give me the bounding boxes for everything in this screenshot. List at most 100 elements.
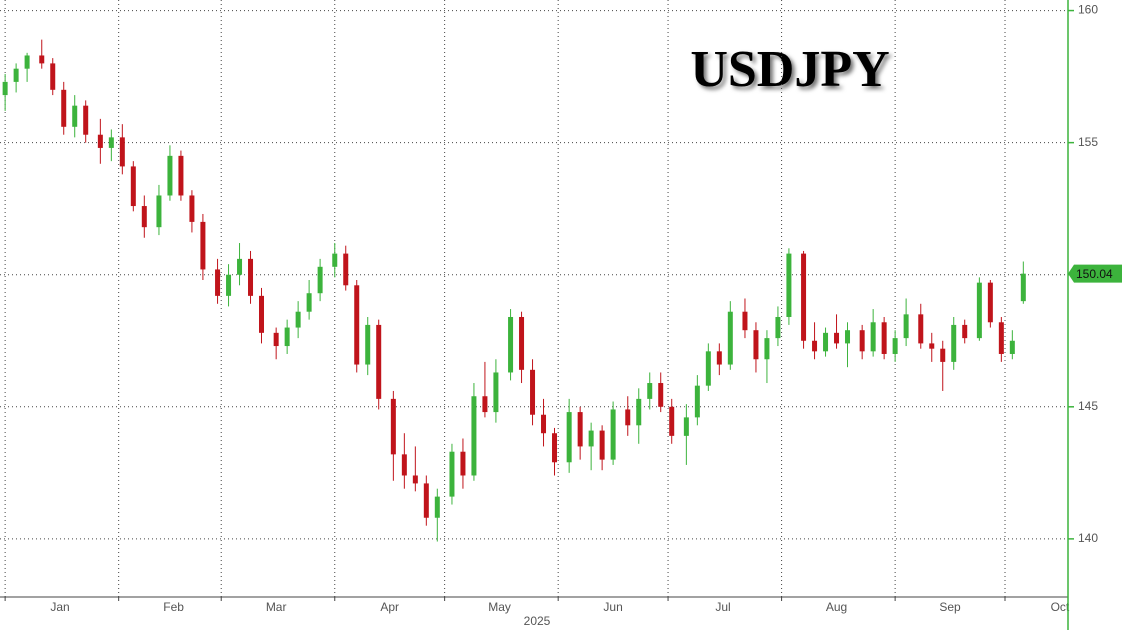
x-tick-label: Sep — [939, 600, 961, 614]
y-tick-label: 145 — [1078, 399, 1098, 413]
candle-body — [1020, 273, 1026, 302]
candle-body — [775, 316, 781, 339]
candle-body — [976, 282, 982, 339]
candle-body — [987, 282, 993, 323]
candle-body — [1009, 340, 1015, 354]
candle-body — [599, 430, 605, 460]
candle-body — [156, 195, 162, 228]
candle-body — [892, 338, 898, 354]
candle-body — [390, 398, 396, 455]
candle-body — [237, 258, 243, 275]
candle-body — [332, 253, 338, 267]
last-price-box — [1068, 264, 1122, 283]
candle-body — [97, 134, 103, 148]
candle-body — [412, 475, 418, 484]
candle-body — [24, 55, 30, 69]
candle-body — [881, 322, 887, 354]
candle-body — [764, 338, 770, 360]
candle-body — [508, 316, 514, 373]
candle-body — [423, 483, 429, 518]
candle-body — [625, 409, 631, 426]
candle-body — [471, 396, 477, 476]
candle-body — [401, 454, 407, 476]
candle-body — [859, 330, 865, 352]
candle-body — [273, 332, 279, 347]
candle-body — [998, 322, 1004, 354]
x-tick-label: Apr — [380, 600, 399, 614]
last-price-label: 150.04 — [1076, 267, 1113, 281]
candle-body — [727, 311, 733, 365]
candle-body — [552, 433, 558, 463]
candle-body — [610, 409, 616, 460]
candle-body — [577, 412, 583, 447]
candle-body — [306, 293, 312, 312]
candle-body — [658, 383, 664, 407]
y-tick-label: 140 — [1078, 531, 1098, 545]
candle-body — [200, 221, 206, 270]
candle-body — [669, 406, 675, 436]
candle-body — [189, 195, 195, 222]
candle-body — [434, 496, 440, 518]
candle-body — [295, 311, 301, 328]
candle-body — [716, 351, 722, 365]
x-tick-label: Feb — [163, 600, 184, 614]
candle-body — [519, 316, 525, 370]
candle-body — [870, 322, 876, 352]
candle-body — [903, 314, 909, 339]
candle-body — [365, 324, 371, 365]
candle-body — [226, 274, 232, 296]
x-axis-label: 2025 — [524, 614, 551, 628]
candle-body — [248, 258, 254, 296]
candle-body — [259, 295, 265, 333]
candle-body — [482, 396, 488, 413]
candle-body — [588, 430, 594, 447]
x-tick-label: Oct — [1051, 600, 1070, 614]
y-tick-label: 160 — [1078, 3, 1098, 17]
candle-body — [742, 311, 748, 331]
chart-title: USDJPY — [690, 41, 889, 98]
y-tick-label: 155 — [1078, 135, 1098, 149]
candle-body — [178, 155, 184, 196]
x-tick-label: Mar — [266, 600, 287, 614]
candle-body — [50, 63, 56, 90]
candle-body — [962, 324, 968, 339]
candle-body — [167, 155, 173, 196]
candle-body — [72, 105, 78, 127]
candle-body — [823, 332, 829, 352]
candle-body — [929, 343, 935, 349]
candle-body — [834, 332, 840, 344]
candle-body — [705, 351, 711, 386]
candle-body — [541, 414, 547, 434]
candle-body — [317, 266, 323, 294]
candle-body — [119, 137, 125, 167]
candle-body — [354, 285, 360, 365]
candle-body — [130, 166, 136, 207]
candle-body — [918, 314, 924, 344]
candle-body — [13, 68, 19, 82]
candle-body — [284, 327, 290, 347]
x-tick-label: Jul — [715, 600, 730, 614]
candle-body — [694, 385, 700, 418]
candle-body — [753, 330, 759, 360]
candle-body — [951, 324, 957, 362]
x-tick-label: Jan — [50, 600, 69, 614]
candle-body — [683, 417, 689, 436]
candle-body — [141, 206, 147, 228]
candle-body — [845, 330, 851, 344]
candle-body — [39, 55, 45, 64]
candle-body — [493, 372, 499, 413]
candle-body — [636, 398, 642, 426]
candle-body — [83, 105, 89, 135]
candle-body — [108, 137, 114, 148]
candle-body — [940, 348, 946, 362]
candle-body — [449, 451, 455, 497]
candle-body — [786, 253, 792, 317]
x-tick-label: May — [488, 600, 511, 614]
candle-body — [812, 340, 818, 352]
candle-body — [566, 412, 572, 463]
candle-body — [801, 253, 807, 341]
candle-body — [530, 369, 536, 415]
candle-body — [460, 451, 466, 476]
x-tick-label: Jun — [603, 600, 622, 614]
